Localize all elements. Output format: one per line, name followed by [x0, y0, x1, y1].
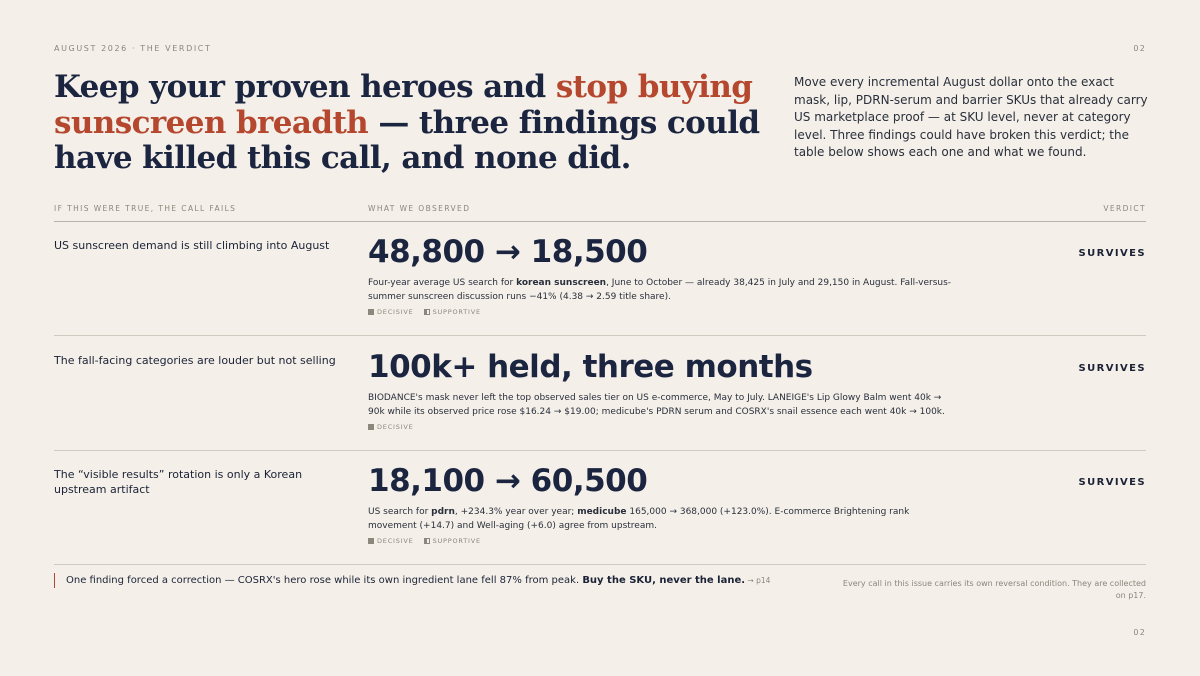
evidence-tags: DECISIVE SUPPORTIVE: [368, 308, 481, 316]
table-header: IF THIS WERE TRUE, THE CALL FAILS WHAT W…: [54, 204, 1146, 222]
tag: SUPPORTIVE: [423, 537, 481, 545]
page-number: 02: [1133, 44, 1146, 53]
text-segment: One finding forced a correction — COSRX'…: [66, 575, 583, 586]
verdict: SURVIVES: [1078, 362, 1146, 374]
text-segment: , June to October — already 38,425 in Ju…: [368, 278, 952, 302]
text-segment: US search for: [368, 507, 432, 517]
text-segment: korean sunscreen: [516, 278, 607, 288]
observation-detail: Four-year average US search for korean s…: [368, 276, 958, 304]
text-segment: 165,000 → 368,000 (+123.0%). E-commerce …: [368, 507, 910, 531]
verdict: SURVIVES: [1078, 477, 1146, 488]
tag-label: DECISIVE: [377, 308, 414, 316]
column-header: WHAT WE OBSERVED: [368, 204, 471, 213]
text-segment: Buy the SKU, never the lane.: [582, 575, 746, 586]
intro: Move every incremental August dollar ont…: [794, 75, 1148, 160]
footer-aside: Every call in this issue carries its own…: [842, 579, 1146, 600]
tag: DECISIVE: [368, 423, 414, 431]
kicker: AUGUST 2026 · THE VERDICT: [54, 44, 212, 53]
condition: The “visible results” rotation is only a…: [54, 468, 303, 496]
observation-detail: US search for pdrn, +234.3% year over ye…: [368, 505, 958, 533]
tag-icon: [368, 538, 374, 544]
condition: The fall-facing categories are louder bu…: [54, 353, 336, 367]
tag: DECISIVE: [368, 537, 414, 545]
title-highlight: stop buying sunscreen breadth: [54, 69, 753, 141]
tag-label: SUPPORTIVE: [432, 308, 481, 316]
evidence-tags: DECISIVE SUPPORTIVE: [368, 537, 481, 545]
tag-icon: [423, 309, 430, 315]
text-segment: , +234.3% year over year;: [454, 507, 578, 517]
text-segment: Four-year average US search for: [368, 278, 517, 288]
tag-label: SUPPORTIVE: [432, 537, 481, 545]
column-header: IF THIS WERE TRUE, THE CALL FAILS: [54, 204, 237, 213]
observation-headline: 18,100 → 60,500: [368, 463, 648, 499]
table-row: US sunscreen demand is still climbing in…: [54, 222, 1146, 336]
observation-detail: BIODANCE's mask never left the top obser…: [368, 391, 958, 419]
text-segment: medicube: [577, 507, 627, 517]
condition: US sunscreen demand is still climbing in…: [54, 239, 330, 252]
text-segment: BIODANCE's mask never left the top obser…: [368, 392, 945, 417]
tag-label: DECISIVE: [377, 422, 414, 431]
tag: SUPPORTIVE: [423, 308, 481, 316]
table-row: The fall-facing categories are louder bu…: [54, 337, 1146, 451]
title-text: Keep your proven heroes and: [54, 69, 556, 105]
observation-headline: 48,800 → 18,500: [368, 234, 648, 270]
tag-icon: [368, 423, 374, 430]
table-row: The “visible results” rotation is only a…: [54, 451, 1146, 565]
text-segment: pdrn: [431, 507, 455, 517]
footer-note: One finding forced a correction — COSRX'…: [54, 573, 770, 588]
page-number: 02: [1133, 628, 1146, 637]
headline: Keep your proven heroes and stop buying …: [54, 69, 774, 177]
evidence-tags: DECISIVE: [368, 423, 414, 431]
title-text: — three findings could have killed this …: [54, 104, 760, 176]
tag-label: DECISIVE: [377, 537, 414, 545]
text-segment: → p14: [745, 576, 771, 585]
tag-icon: [368, 309, 374, 315]
tag: DECISIVE: [368, 308, 414, 316]
verdict: SURVIVES: [1078, 248, 1146, 259]
tag-icon: [423, 538, 430, 544]
observation-headline: 100k+ held, three months: [368, 348, 813, 385]
column-header: VERDICT: [1103, 204, 1146, 213]
